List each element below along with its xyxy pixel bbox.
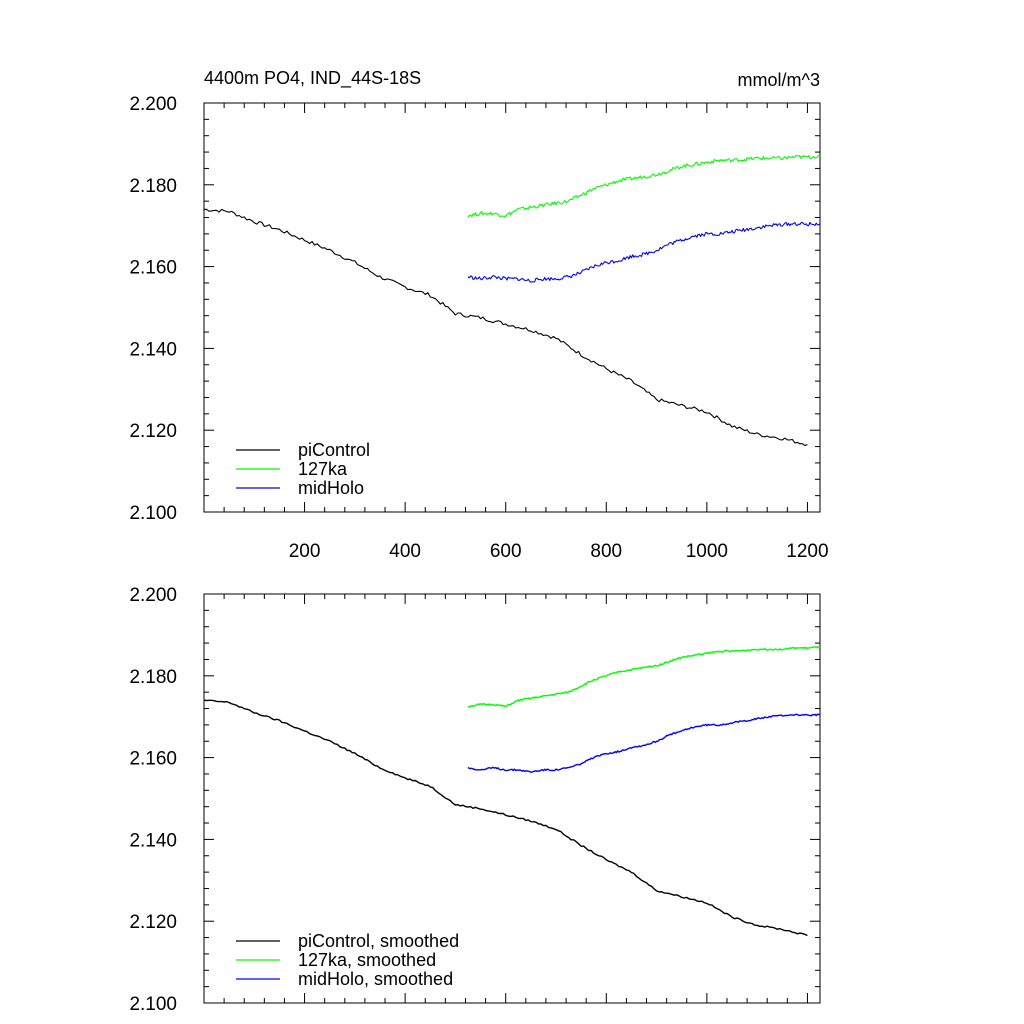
y-tick-label: 2.180 — [129, 667, 177, 688]
series-line-midholo — [467, 221, 821, 283]
series-line-127ka — [467, 645, 821, 708]
y-tick-label: 2.200 — [129, 585, 177, 606]
legend-label: piControl, smoothed — [298, 931, 459, 951]
y-tick-label: 2.160 — [129, 258, 177, 279]
y-tick-label: 2.120 — [129, 421, 177, 442]
x-tick-label: 200 — [289, 541, 321, 562]
legend-label: midHolo, smoothed — [298, 969, 453, 989]
x-tick-label: 1200 — [786, 541, 828, 562]
y-tick-label: 2.100 — [129, 503, 177, 524]
legend-label: 127ka, smoothed — [298, 950, 436, 970]
x-tick-label: 600 — [490, 541, 522, 562]
y-tick-label: 2.160 — [129, 749, 177, 770]
series-line-picontrol — [203, 208, 808, 447]
x-tick-label: 800 — [590, 541, 622, 562]
y-tick-label: 2.180 — [129, 176, 177, 197]
series-line-midholo — [467, 713, 821, 773]
legend-label: piControl — [298, 440, 370, 460]
y-tick-label: 2.200 — [129, 94, 177, 115]
legend-label: midHolo — [298, 478, 364, 498]
plot-frame — [203, 593, 821, 1004]
chart-units: mmol/m^3 — [738, 70, 820, 90]
y-tick-label: 2.120 — [129, 912, 177, 933]
legend-label: 127ka — [298, 459, 348, 479]
y-tick-label: 2.140 — [129, 339, 177, 360]
y-tick-label: 2.100 — [129, 994, 177, 1015]
chart-title: 4400m PO4, IND_44S-18S — [204, 68, 421, 89]
y-tick-label: 2.140 — [129, 830, 177, 851]
x-tick-label: 400 — [389, 541, 421, 562]
chart-panel-bottom: 2.100 2.120 2.140 2.160 2.180 2.200 piControl,… — [129, 585, 821, 1015]
series-line-127ka — [467, 154, 821, 218]
x-tick-label: 1000 — [686, 541, 728, 562]
chart-panel-top: 2.100 2.120 2.140 2.160 2.180 2.200 200 400 600 8… — [129, 94, 828, 562]
series-line-picontrol — [203, 699, 808, 937]
plot-frame — [203, 102, 821, 513]
